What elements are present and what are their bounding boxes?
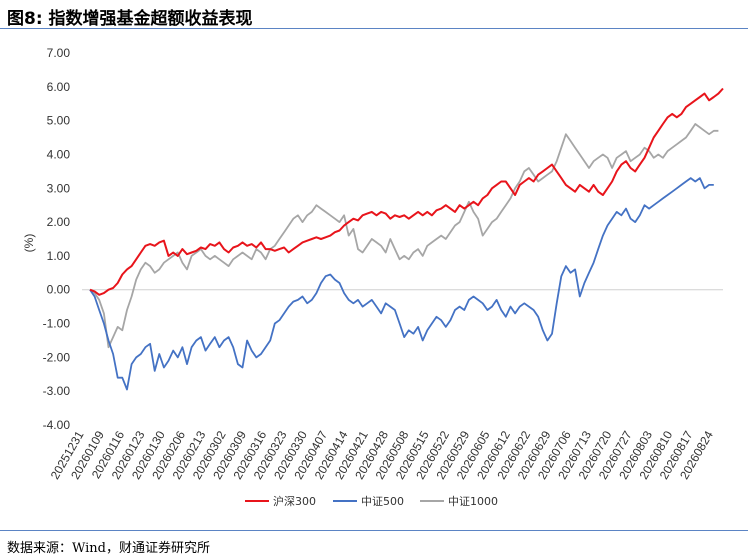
footer-rule bbox=[0, 530, 748, 531]
figure-title: 图8: 指数增强基金超额收益表现 bbox=[7, 9, 253, 29]
legend-label: 沪深300 bbox=[273, 494, 316, 508]
series-line-3 bbox=[89, 123, 719, 349]
y-tick-label: -1.00 bbox=[43, 317, 71, 331]
legend-label: 中证1000 bbox=[448, 495, 498, 508]
y-tick-label: -4.00 bbox=[43, 418, 71, 432]
y-tick-label: 6.00 bbox=[47, 80, 71, 94]
series-line-2 bbox=[89, 177, 714, 391]
y-tick-label: -3.00 bbox=[43, 384, 71, 398]
y-tick-label: 1.00 bbox=[47, 249, 71, 263]
chart-svg: -4.00 -3.00 -2.00 -1.00 0.00 1.00 2.00 3.00 4.00… bbox=[22, 46, 724, 508]
source-note: 数据来源：Wind，财通证券研究所 bbox=[7, 541, 210, 556]
y-axis-label: (%) bbox=[22, 234, 36, 253]
series-layer bbox=[89, 87, 724, 391]
legend: 沪深300 中证500 中证1000 bbox=[245, 494, 498, 508]
y-tick-label: 7.00 bbox=[47, 46, 71, 60]
x-axis: 2025123120260109202601162026012320260130… bbox=[48, 289, 723, 482]
series-line-1 bbox=[89, 87, 724, 296]
y-tick-label: 5.00 bbox=[47, 114, 71, 128]
y-tick-label: 3.00 bbox=[47, 181, 71, 195]
y-tick-label: 0.00 bbox=[47, 283, 71, 297]
y-tick-label: -2.00 bbox=[43, 350, 71, 364]
legend-label: 中证500 bbox=[361, 495, 404, 508]
y-tick-label: 2.00 bbox=[47, 215, 71, 229]
y-tick-label: 4.00 bbox=[47, 147, 71, 161]
title-rule bbox=[0, 28, 748, 29]
y-axis: -4.00 -3.00 -2.00 -1.00 0.00 1.00 2.00 3.00 4.00… bbox=[43, 46, 71, 432]
